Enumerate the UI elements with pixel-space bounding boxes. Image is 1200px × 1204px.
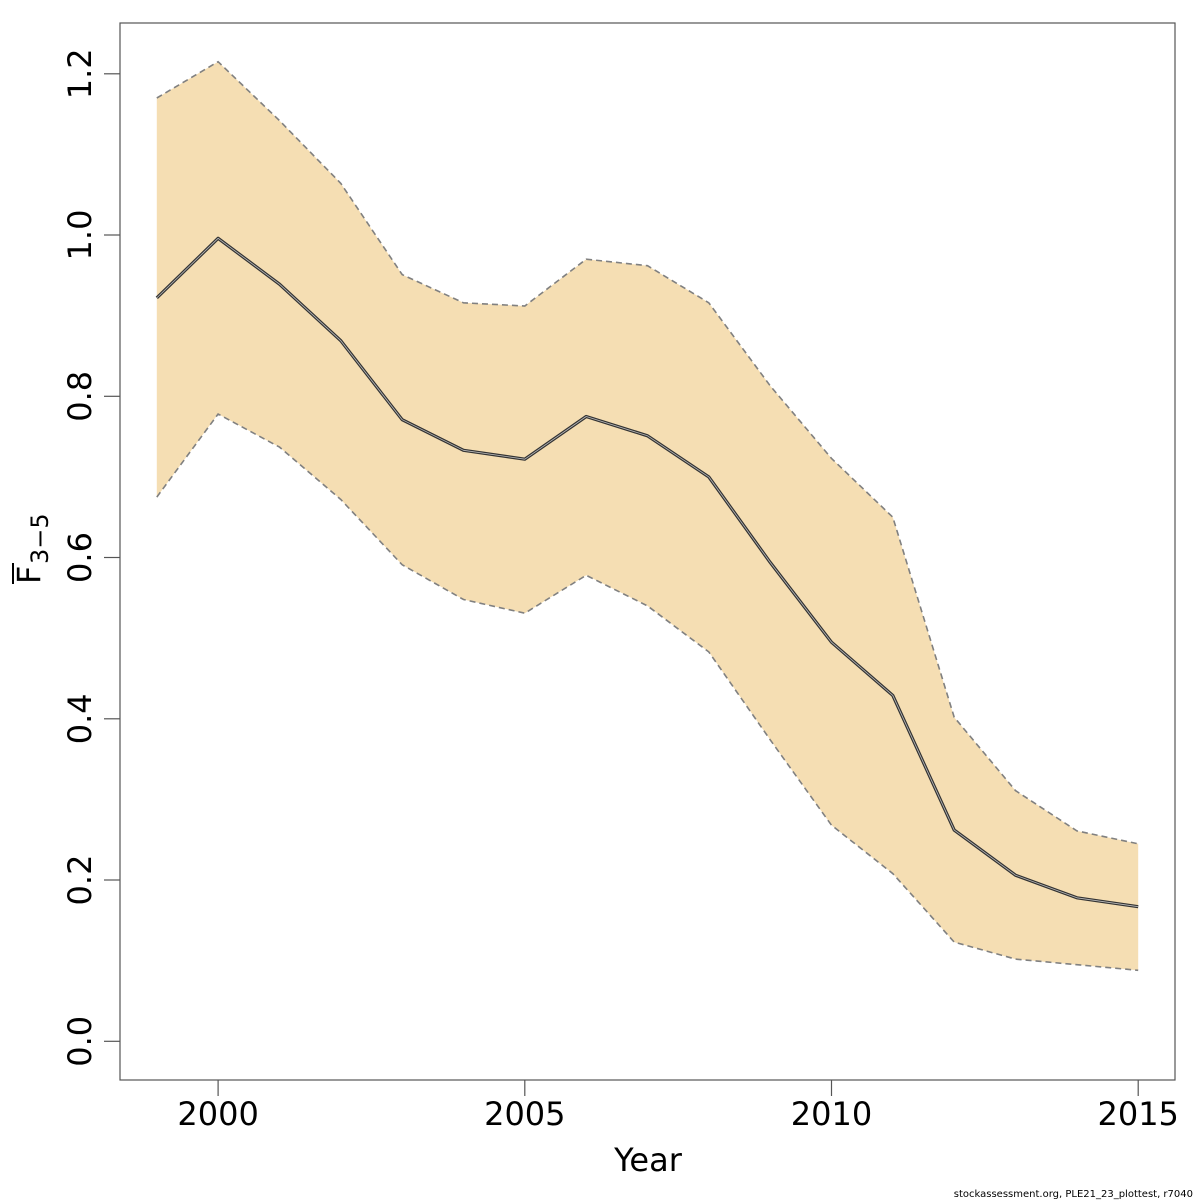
- footer-note: stockassessment.org, PLE21_23_plottest, …: [954, 1189, 1193, 1200]
- x-tick-label: 2000: [177, 1095, 258, 1133]
- y-tick-label: 1.0: [61, 210, 99, 261]
- x-axis-title: Year: [613, 1141, 683, 1179]
- y-axis-title-subscript: 3−5: [26, 513, 54, 564]
- series-line-layer: [155, 60, 1139, 972]
- y-axis: 0.0 0.2 0.4 0.6 0.8 1.0 1.2: [61, 48, 120, 1067]
- y-tick-label: 0.2: [61, 855, 99, 906]
- y-tick-label: 0.4: [61, 693, 99, 744]
- confidence-band-layer: [156, 61, 1139, 971]
- y-axis-title: F 3−5: [10, 513, 54, 584]
- y-tick-label: 0.0: [61, 1016, 99, 1067]
- upper-bound-line: [156, 60, 1139, 845]
- x-tick-label: 2005: [484, 1095, 565, 1133]
- plot-frame: [119, 22, 1176, 1081]
- y-tick-label: 0.8: [61, 371, 99, 422]
- x-tick-label: 2015: [1097, 1095, 1178, 1133]
- y-tick-label: 1.2: [61, 48, 99, 99]
- estimate-line-highlight: [156, 237, 1139, 908]
- y-tick-label: 0.6: [61, 532, 99, 583]
- confidence-band: [156, 61, 1139, 971]
- x-tick-label: 2010: [791, 1095, 872, 1133]
- y-axis-title-main: F: [10, 566, 48, 584]
- x-axis: 2000 2005 2010 2015: [177, 1080, 1179, 1133]
